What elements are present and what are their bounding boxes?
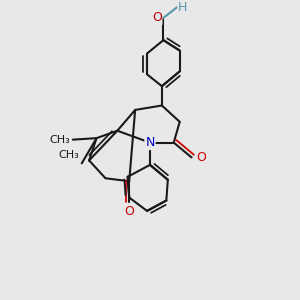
Text: O: O: [152, 11, 162, 24]
Text: O: O: [124, 205, 134, 218]
Text: N: N: [145, 136, 155, 149]
Text: O: O: [196, 151, 206, 164]
Text: CH₃: CH₃: [58, 150, 79, 161]
Text: CH₃: CH₃: [49, 135, 70, 145]
Text: H: H: [178, 1, 188, 14]
